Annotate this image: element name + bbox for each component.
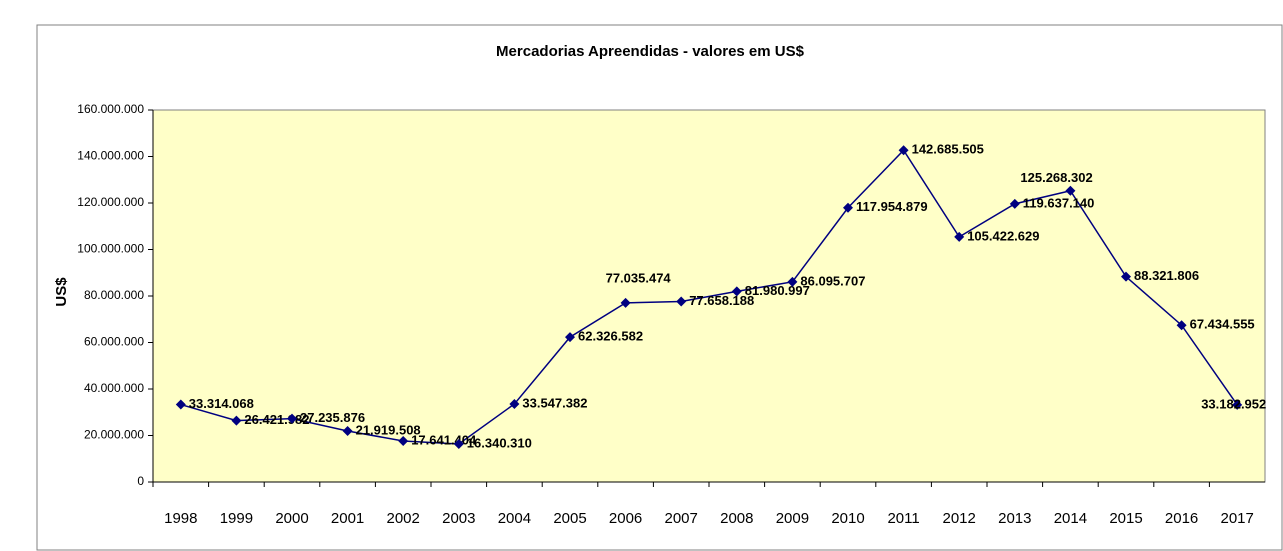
x-tick-label: 2015 [1109, 510, 1142, 527]
data-label: 86.095.707 [800, 273, 865, 288]
marker [231, 415, 242, 426]
x-tick-label: 2010 [831, 510, 864, 527]
x-tick-label: 2011 [887, 510, 919, 527]
marker [843, 202, 853, 213]
marker [1232, 399, 1243, 410]
data-label: 77.658.188 [689, 293, 754, 308]
data-label: 21.919.508 [356, 422, 421, 437]
data-label: 117.954.879 [856, 199, 928, 214]
y-tick-label: 140.000.000 [77, 149, 144, 163]
marker [1121, 271, 1131, 282]
marker [509, 399, 520, 410]
x-tick-label: 2008 [720, 510, 753, 527]
y-tick-label: 120.000.000 [77, 195, 144, 209]
y-tick-label: 80.000.000 [84, 288, 144, 302]
data-label: 105.422.629 [967, 228, 1039, 243]
marker [620, 297, 631, 308]
data-label: 27.235.876 [300, 410, 365, 425]
x-tick-label: 2014 [1054, 510, 1087, 527]
data-label: 33.547.382 [522, 395, 587, 410]
marker [1065, 185, 1076, 196]
data-label: 62.326.582 [578, 329, 643, 344]
marker [1009, 198, 1020, 209]
x-tick-label: 2002 [387, 510, 420, 527]
data-label: 33.182.952 [1201, 396, 1266, 411]
x-tick-label: 2000 [275, 510, 308, 527]
y-tick-label: 0 [137, 474, 144, 488]
data-label: 33.314.068 [189, 396, 254, 411]
x-tick-label: 2012 [943, 510, 976, 527]
x-tick-label: 2004 [498, 510, 531, 527]
y-axis-label: US$ [53, 277, 70, 307]
x-tick-label: 2009 [776, 510, 809, 527]
x-tick-label: 2007 [665, 510, 698, 527]
y-tick-label: 20.000.000 [84, 428, 144, 442]
marker [787, 276, 798, 287]
data-label: 67.434.555 [1190, 317, 1255, 332]
x-tick-label: 2006 [609, 510, 642, 527]
x-tick-label: 2013 [998, 510, 1031, 527]
marker [954, 231, 965, 242]
y-tick-label: 40.000.000 [84, 381, 144, 395]
marker [175, 399, 186, 410]
x-tick-label: 2005 [553, 510, 586, 527]
chart-title: Mercadorias Apreendidas - valores em US$ [496, 43, 805, 60]
y-tick-label: 160.000.000 [77, 102, 144, 116]
x-tick-label: 2001 [331, 510, 364, 527]
data-label: 16.340.310 [467, 435, 532, 450]
data-label: 81.980.997 [745, 283, 810, 298]
marker [898, 145, 909, 156]
marker [731, 286, 742, 297]
marker [565, 332, 575, 343]
data-label: 88.321.806 [1134, 268, 1199, 283]
marker [342, 426, 353, 437]
marker [398, 435, 409, 446]
marker [1176, 320, 1187, 331]
y-tick-label: 60.000.000 [84, 335, 144, 349]
x-tick-label: 2017 [1221, 510, 1254, 527]
line [180, 149, 1238, 445]
x-tick-label: 1998 [164, 510, 197, 527]
marker [453, 439, 464, 450]
marker [676, 296, 687, 307]
x-tick-label: 2016 [1165, 510, 1198, 527]
data-label: 125.268.302 [1020, 170, 1092, 185]
x-tick-label: 1999 [220, 510, 253, 527]
data-label: 119.637.140 [1023, 195, 1095, 210]
data-label: 142.685.505 [912, 142, 984, 157]
y-tick-label: 100.000.000 [77, 242, 144, 256]
x-tick-label: 2003 [442, 510, 475, 527]
marker [287, 413, 297, 424]
data-label: 77.035.474 [606, 270, 672, 285]
